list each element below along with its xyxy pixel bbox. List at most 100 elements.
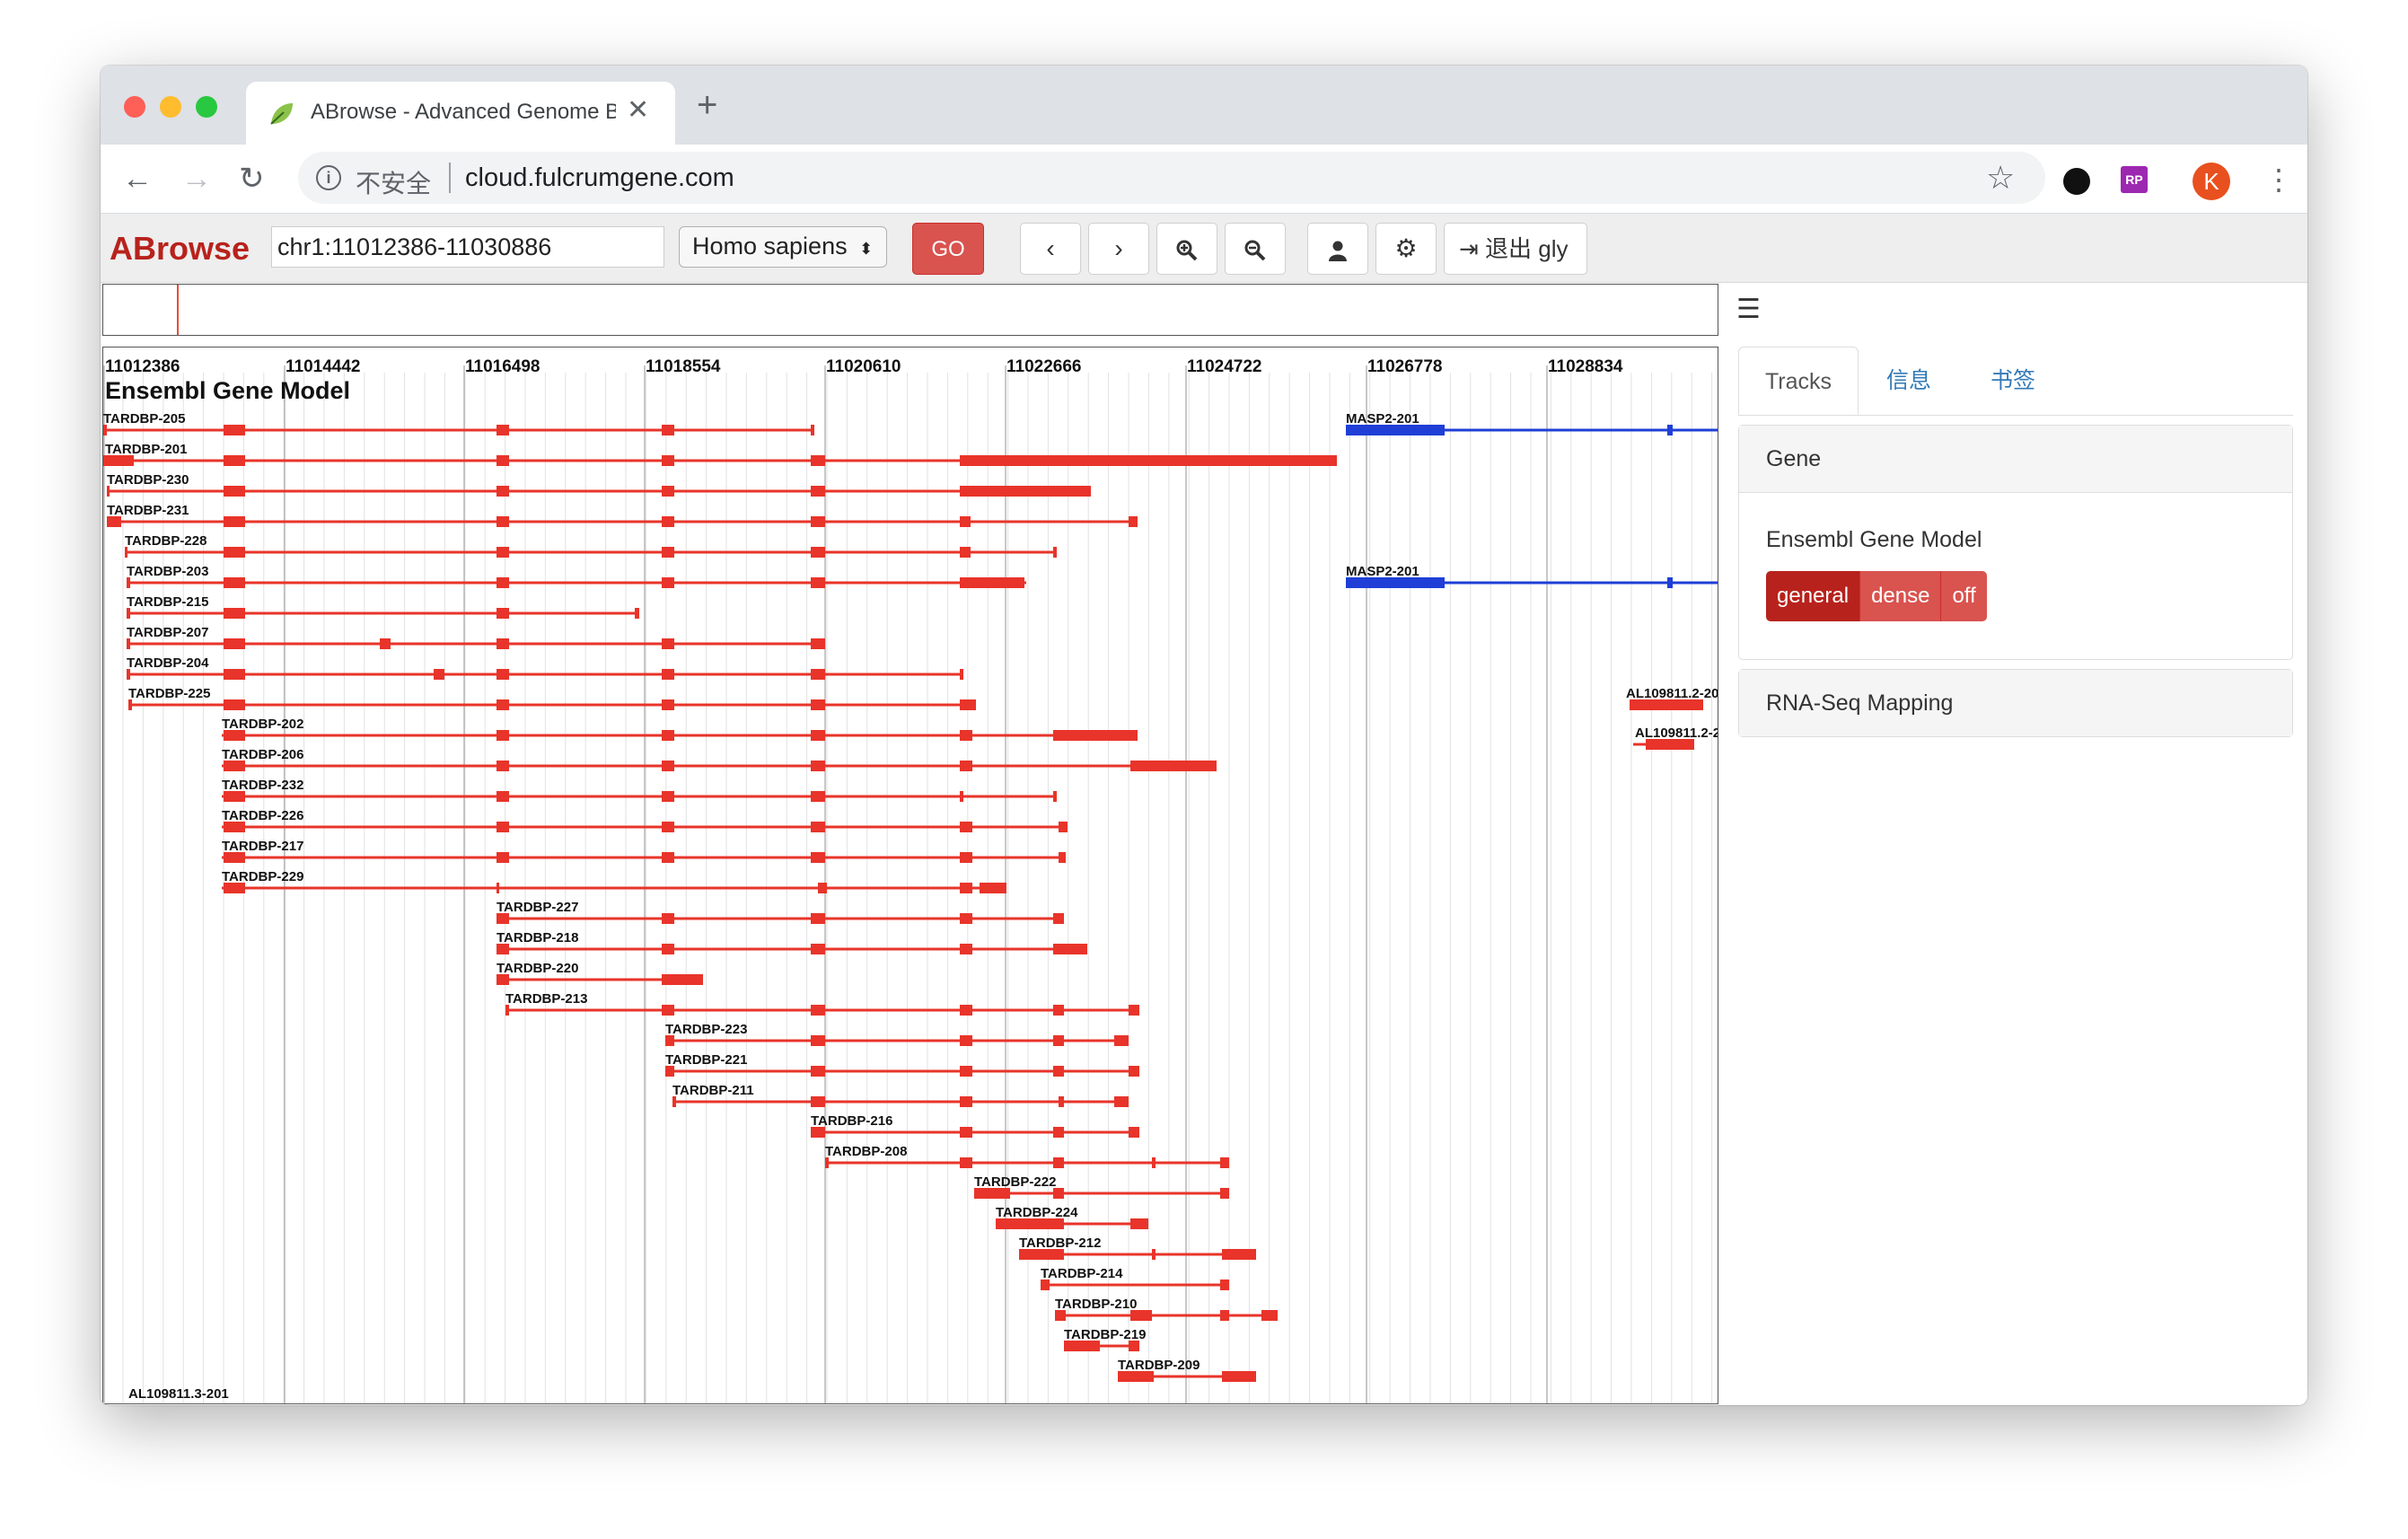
exon-block xyxy=(1041,1280,1050,1290)
logout-button[interactable]: ⇥ 退出 gly xyxy=(1444,223,1587,275)
browser-toolbar: ← → ↻ i 不安全 cloud.fulcrumgene.com ☆ RP K… xyxy=(101,145,2307,214)
rnaseq-panel-title[interactable]: RNA-Seq Mapping xyxy=(1739,670,2292,736)
exon-block xyxy=(1118,1371,1154,1382)
exon-block xyxy=(1630,699,1703,710)
exon-block xyxy=(1053,1066,1064,1077)
exon-block xyxy=(662,516,674,527)
exon-block xyxy=(1220,1157,1229,1168)
gene-label: TARDBP-203 xyxy=(127,564,208,579)
logout-label: 退出 gly xyxy=(1485,235,1569,262)
reload-icon[interactable]: ↻ xyxy=(239,162,265,196)
exon-block xyxy=(434,669,444,680)
extension-rp-icon[interactable]: RP xyxy=(2121,166,2148,193)
profile-avatar[interactable]: K xyxy=(2193,163,2230,200)
zoom-in-icon[interactable] xyxy=(1156,223,1217,275)
track-area[interactable]: 11012386 11014442 11016498 11018554 11020610… xyxy=(102,347,1718,1404)
exon-block xyxy=(1114,1035,1129,1046)
exon-block xyxy=(1064,1341,1100,1351)
gene-label: TARDBP-204 xyxy=(127,655,209,671)
chromosome-overview[interactable] xyxy=(102,284,1718,336)
pan-right-icon[interactable]: › xyxy=(1088,223,1149,275)
exon-block xyxy=(1053,730,1138,741)
mode-off-button[interactable]: off xyxy=(1941,571,1987,621)
close-window-button[interactable] xyxy=(124,96,145,118)
forward-icon[interactable]: → xyxy=(181,162,212,196)
user-icon[interactable] xyxy=(1307,223,1368,275)
display-mode-toggle: general dense off xyxy=(1766,571,2265,621)
gene-label: TARDBP-229 xyxy=(222,869,303,884)
gene-label: TARDBP-231 xyxy=(107,503,189,518)
exon-block xyxy=(1130,1310,1152,1321)
exon-block xyxy=(1222,1371,1256,1382)
exon-block xyxy=(960,730,972,741)
exon-block xyxy=(960,547,971,558)
zoom-out-icon[interactable] xyxy=(1225,223,1286,275)
gene-label: TARDBP-205 xyxy=(103,411,185,427)
exon-block xyxy=(107,486,110,497)
url-text[interactable]: cloud.fulcrumgene.com xyxy=(465,163,734,192)
go-button[interactable]: GO xyxy=(912,223,984,275)
exon-block xyxy=(665,1035,674,1046)
close-tab-icon[interactable]: ✕ xyxy=(627,95,650,125)
mode-dense-button[interactable]: dense xyxy=(1860,571,1942,621)
exon-block xyxy=(811,791,825,802)
exon-block xyxy=(224,486,245,497)
sidebar-toggle-icon[interactable]: ☰ xyxy=(1736,295,1761,324)
gene-label: AL109811.2-201 xyxy=(1626,686,1718,701)
app-logo[interactable]: ABrowse xyxy=(110,230,250,267)
browser-window: ABrowse - Advanced Genome Browser ✕ + ← … xyxy=(101,66,2307,1405)
exon-block xyxy=(1129,516,1138,527)
exon-block xyxy=(811,638,825,649)
exon-block xyxy=(224,669,245,680)
ruler-tick-label: 11028834 xyxy=(1548,357,1623,376)
exon-block xyxy=(1667,577,1673,588)
tab-tracks[interactable]: Tracks xyxy=(1738,347,1859,415)
browser-tab[interactable]: ABrowse - Advanced Genome Browser ✕ xyxy=(246,82,675,145)
exon-block xyxy=(497,822,509,832)
exon-block xyxy=(811,1066,825,1077)
gene-label: TARDBP-208 xyxy=(825,1144,907,1159)
extension-icon[interactable] xyxy=(2063,168,2090,195)
exon-block xyxy=(497,455,509,466)
pan-left-icon[interactable]: ‹ xyxy=(1020,223,1081,275)
exon-block xyxy=(497,516,509,527)
maximize-window-button[interactable] xyxy=(196,96,217,118)
bookmark-star-icon[interactable]: ☆ xyxy=(1986,159,2016,196)
divider xyxy=(449,163,451,193)
exon-block xyxy=(960,577,1024,588)
location-input[interactable] xyxy=(271,226,664,268)
exon-block xyxy=(811,1005,825,1016)
exon-block xyxy=(662,486,674,497)
exon-block xyxy=(974,1188,1010,1199)
exon-block xyxy=(960,1005,972,1016)
menu-kebab-icon[interactable]: ⋮ xyxy=(2264,163,2293,196)
exon-block xyxy=(1053,1005,1064,1016)
tab-info[interactable]: 信息 xyxy=(1885,368,1931,393)
exon-block xyxy=(811,822,825,832)
address-bar[interactable]: i 不安全 cloud.fulcrumgene.com ☆ xyxy=(298,152,2045,204)
exon-block xyxy=(127,577,130,588)
exon-block xyxy=(960,699,976,710)
info-icon[interactable]: i xyxy=(316,165,341,190)
gene-panel-title[interactable]: Gene xyxy=(1739,426,2292,493)
back-icon[interactable]: ← xyxy=(122,162,153,196)
exon-block xyxy=(662,699,674,710)
exon-block xyxy=(1053,944,1087,954)
exon-block xyxy=(1059,1096,1064,1107)
tab-strip: ABrowse - Advanced Genome Browser ✕ + xyxy=(101,66,2307,145)
exon-block xyxy=(1053,1035,1064,1046)
tab-bookmarks[interactable]: 书签 xyxy=(1990,368,2035,393)
species-select[interactable]: Homo sapiens ⬍ xyxy=(679,226,887,268)
exon-block xyxy=(224,883,245,893)
exon-block xyxy=(1220,1310,1229,1321)
minimize-window-button[interactable] xyxy=(160,96,181,118)
exon-block xyxy=(1130,1218,1148,1229)
exon-block xyxy=(811,852,825,863)
gear-icon[interactable]: ⚙ xyxy=(1375,223,1437,275)
gene-label: TARDBP-215 xyxy=(127,594,208,610)
genome-track-svg: 11012386 11014442 11016498 11018554 11020610… xyxy=(103,357,1718,1403)
new-tab-button[interactable]: + xyxy=(697,85,718,125)
exon-block xyxy=(103,455,134,466)
exon-block xyxy=(497,425,509,435)
mode-general-button[interactable]: general xyxy=(1766,571,1861,621)
